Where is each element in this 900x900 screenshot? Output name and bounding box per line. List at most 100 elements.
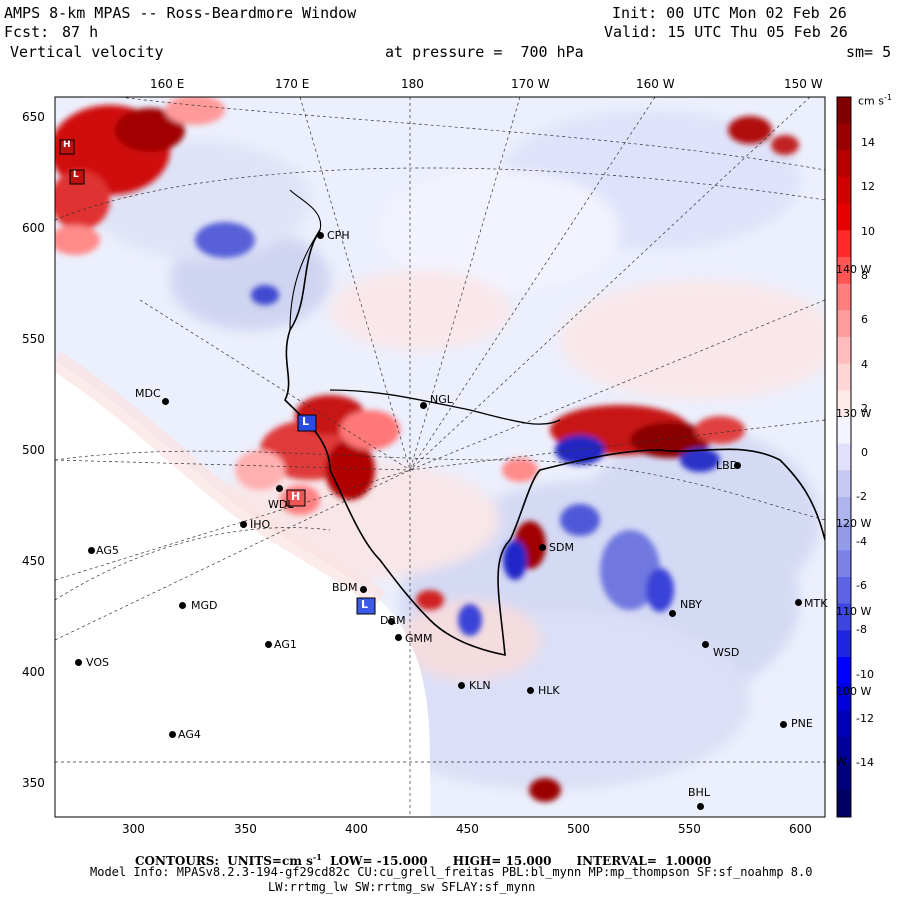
y-tick-550: 550 [22,332,45,346]
colorbar-swatch [837,790,851,818]
colorbar-tick-label: -8 [856,623,867,637]
station-ag5: AG5 [96,544,119,557]
colorbar-swatch [837,97,851,125]
variable-name: Vertical velocity [10,43,164,61]
contours-info: CONTOURS: UNITS=cm s-1 LOW= -15.000 HIGH… [135,852,712,868]
station-lbd: LBD [716,459,739,472]
model-info: Model Info: MPASv8.2.3-194-gf29cd82c CU:… [90,865,813,879]
high-marker-label: H [291,490,301,503]
station-dot [276,485,283,492]
inner-lon-130w: 130 W [836,407,872,420]
colorbar-swatch [837,203,851,231]
lon-label-170w: 170 W [511,77,550,91]
colorbar-swatch [837,390,851,418]
colorbar-swatch [837,470,851,498]
colorbar-swatch [837,683,851,711]
lon-label-150w: 150 W [784,77,823,91]
low-marker-label-3: L [73,170,79,180]
station-mgd: MGD [191,599,218,612]
low-marker-label: L [302,415,310,428]
station-cph: CPH [327,229,350,242]
init-time: Init: 00 UTC Mon 02 Feb 26 [612,4,847,22]
plot-title: AMPS 8-km MPAS -- Ross-Beardmore Window [4,4,357,22]
x-tick-400: 400 [345,822,368,836]
colorbar-swatch [837,230,851,258]
colorbar-tick-label: 2 [861,401,868,415]
inner-lon-100w: 100 W [836,685,872,698]
x-tick-450: 450 [456,822,479,836]
station-ag1: AG1 [274,638,297,651]
station-drm: DRM [380,614,406,627]
station-dot [669,610,676,617]
colorbar-tick-label: -4 [856,534,867,548]
station-gmm: GMM [405,632,433,645]
colorbar-swatch [837,150,851,178]
colorbar-swatch [837,737,851,765]
colorbar-swatch [837,497,851,525]
y-tick-400: 400 [22,665,45,679]
colorbar-swatch [837,417,851,445]
colorbar-frame [836,96,852,818]
station-mdc: MDC [135,387,161,400]
y-tick-500: 500 [22,443,45,457]
inner-lon-110w: 110 W [836,605,872,618]
station-wdl: WDL [268,498,294,511]
station-dot [179,602,186,609]
colorbar-tick-label: 0 [861,446,868,460]
station-dot [795,599,802,606]
smoothing: sm= 5 [846,43,892,61]
station-dot [75,659,82,666]
station-hlk: HLK [538,684,560,697]
inner-lon-140w: 140 W [836,263,872,276]
velocity-field [55,97,825,817]
x-tick-500: 500 [567,822,590,836]
lon-label-160w: 160 W [636,77,675,91]
y-tick-600: 600 [22,221,45,235]
station-dot [697,803,704,810]
colorbar-swatch [837,123,851,151]
colorbar-tick-label: -2 [856,490,867,504]
station-dot [360,586,367,593]
inner-lon-w: W [836,755,847,768]
colorbar-tick-label: -12 [856,711,874,725]
colorbar-swatch [837,577,851,605]
colorbar-swatch [837,310,851,338]
low-marker-label-2: L [361,598,369,611]
pressure-level: at pressure = 700 hPa [385,43,584,61]
lon-label-180: 180 [401,77,424,91]
colorbar-swatch [837,603,851,631]
station-vos: VOS [86,656,109,669]
station-dot [169,731,176,738]
station-bhl: BHL [688,786,710,799]
x-tick-350: 350 [234,822,257,836]
station-dot [317,232,324,239]
colorbar-swatch [837,710,851,738]
station-dot [240,521,247,528]
inner-lon-120w: 120 W [836,517,872,530]
colorbar-tick-label: 12 [861,180,875,194]
station-dot [388,618,395,625]
colorbar-swatch [837,657,851,685]
colorbar-swatch [837,523,851,551]
plot-frame [54,96,826,818]
colorbar-units: cm s-1 [858,93,892,108]
station-ngl: NGL [430,393,453,406]
station-kln: KLN [469,679,491,692]
station-dot [458,682,465,689]
forecast-label: Fcst: [4,23,50,41]
colorbar-swatch [837,763,851,791]
colorbar-swatch [837,337,851,365]
colorbar-tick-label: -6 [856,579,867,592]
station-wsd: WSD [713,646,740,659]
valid-time: Valid: 15 UTC Thu 05 Feb 26 [604,23,848,41]
lon-label-170e: 170 E [275,77,310,91]
station-dot [395,634,402,641]
y-tick-450: 450 [22,554,45,568]
colorbar-tick-label: 4 [861,357,868,371]
station-dot [88,547,95,554]
colorbar-tick-label: 6 [861,313,868,327]
station-mtk: MTK [804,597,828,610]
extreme-markers [59,139,376,615]
high-marker-label-2: H [63,140,71,150]
